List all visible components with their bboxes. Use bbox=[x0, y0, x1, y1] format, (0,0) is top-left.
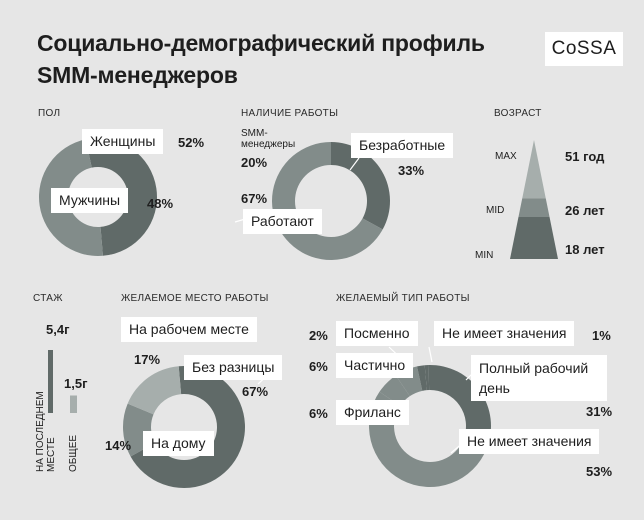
age-segment-min bbox=[510, 217, 558, 259]
age-cat-max: MAX bbox=[495, 151, 517, 162]
page-title: Социально-демографический профиль SMM-ме… bbox=[37, 30, 485, 88]
employment-title: НАЛИЧИЕ РАБОТЫ bbox=[241, 108, 339, 119]
experience-bar-last bbox=[48, 350, 53, 413]
worktype-label-full: Полный рабочий день bbox=[471, 355, 607, 401]
worktype-slice-freelance bbox=[379, 375, 410, 406]
worktype-pct-any-small: 1% bbox=[592, 328, 611, 343]
worktype-label-part: Частично bbox=[336, 353, 414, 378]
leader-line bbox=[428, 346, 433, 363]
worktype-label-shift: Посменно bbox=[336, 321, 418, 346]
worktype-slice-shift bbox=[417, 365, 427, 391]
cossa-logo: CoSSA bbox=[545, 32, 623, 66]
leader-line bbox=[349, 157, 360, 171]
age-title: ВОЗРАСТ bbox=[494, 108, 542, 119]
worktype-pct-full: 31% bbox=[586, 404, 613, 419]
age-val-mid: 26 лет bbox=[565, 203, 605, 218]
experience-cat-last: НА ПОСЛЕДНЕМ МЕСТЕ bbox=[35, 391, 57, 472]
workplace-donut bbox=[122, 365, 245, 488]
employment-label-unemployed: Безработные bbox=[351, 133, 454, 158]
age-cat-mid: MID bbox=[486, 205, 505, 216]
experience-val-total: 1,5г bbox=[64, 376, 88, 391]
workplace-pct-home: 14% bbox=[105, 438, 132, 453]
employment-note: SMM-менеджеры bbox=[241, 128, 296, 150]
workplace-title: ЖЕЛАЕМОЕ МЕСТО РАБОТЫ bbox=[121, 293, 269, 304]
experience-bars bbox=[48, 350, 77, 413]
experience-bar-total bbox=[70, 395, 77, 413]
worktype-pct-any-big: 53% bbox=[586, 464, 613, 479]
gender-slice-men bbox=[39, 139, 103, 256]
gender-donut bbox=[39, 137, 158, 256]
employment-label-working: Работают bbox=[243, 209, 322, 234]
age-triangle bbox=[510, 140, 558, 259]
worktype-label-freelance: Фриланс bbox=[336, 400, 409, 425]
workplace-slice-any bbox=[130, 365, 245, 488]
employment-pct-working: 67% bbox=[241, 191, 268, 206]
gender-slice-women bbox=[85, 137, 158, 256]
workplace-slice-office bbox=[127, 366, 182, 415]
employment-donut bbox=[271, 142, 390, 261]
worktype-label-any-big: Не имеет значения bbox=[459, 429, 600, 454]
employment-pct-unemployed: 33% bbox=[398, 163, 425, 178]
worktype-pct-freelance: 6% bbox=[309, 406, 328, 421]
gender-label-women: Женщины bbox=[82, 129, 164, 154]
age-segment-mid bbox=[518, 198, 550, 217]
gender-pct-men: 48% bbox=[147, 196, 174, 211]
age-cat-min: MIN bbox=[475, 250, 494, 261]
age-val-min: 18 лет bbox=[565, 242, 605, 257]
worktype-label-any-small: Не имеет значения bbox=[434, 321, 575, 346]
worktype-slice-any-small bbox=[424, 365, 430, 391]
age-segment-max bbox=[522, 140, 546, 199]
worktype-pct-part: 6% bbox=[309, 359, 328, 374]
worktype-title: ЖЕЛАЕМЫЙ ТИП РАБОТЫ bbox=[336, 293, 470, 304]
worktype-pct-shift: 2% bbox=[309, 328, 328, 343]
workplace-label-any: Без разницы bbox=[184, 355, 283, 380]
employment-slice-unemployed bbox=[331, 142, 390, 230]
experience-cat-total: ОБЩЕЕ bbox=[68, 434, 79, 472]
workplace-pct-any: 67% bbox=[242, 384, 269, 399]
worktype-slice-any-big bbox=[369, 391, 487, 487]
experience-title: СТАЖ bbox=[33, 293, 63, 304]
employment-note-pct: 20% bbox=[241, 155, 268, 170]
gender-label-men: Мужчины bbox=[51, 188, 129, 213]
gender-pct-women: 52% bbox=[178, 135, 205, 150]
age-val-max: 51 год bbox=[565, 149, 605, 164]
workplace-label-office: На рабочем месте bbox=[121, 317, 257, 342]
gender-title: ПОЛ bbox=[38, 108, 61, 119]
workplace-label-home: На дому bbox=[143, 431, 214, 456]
workplace-pct-office: 17% bbox=[134, 352, 161, 367]
experience-val-last: 5,4г bbox=[46, 322, 70, 337]
